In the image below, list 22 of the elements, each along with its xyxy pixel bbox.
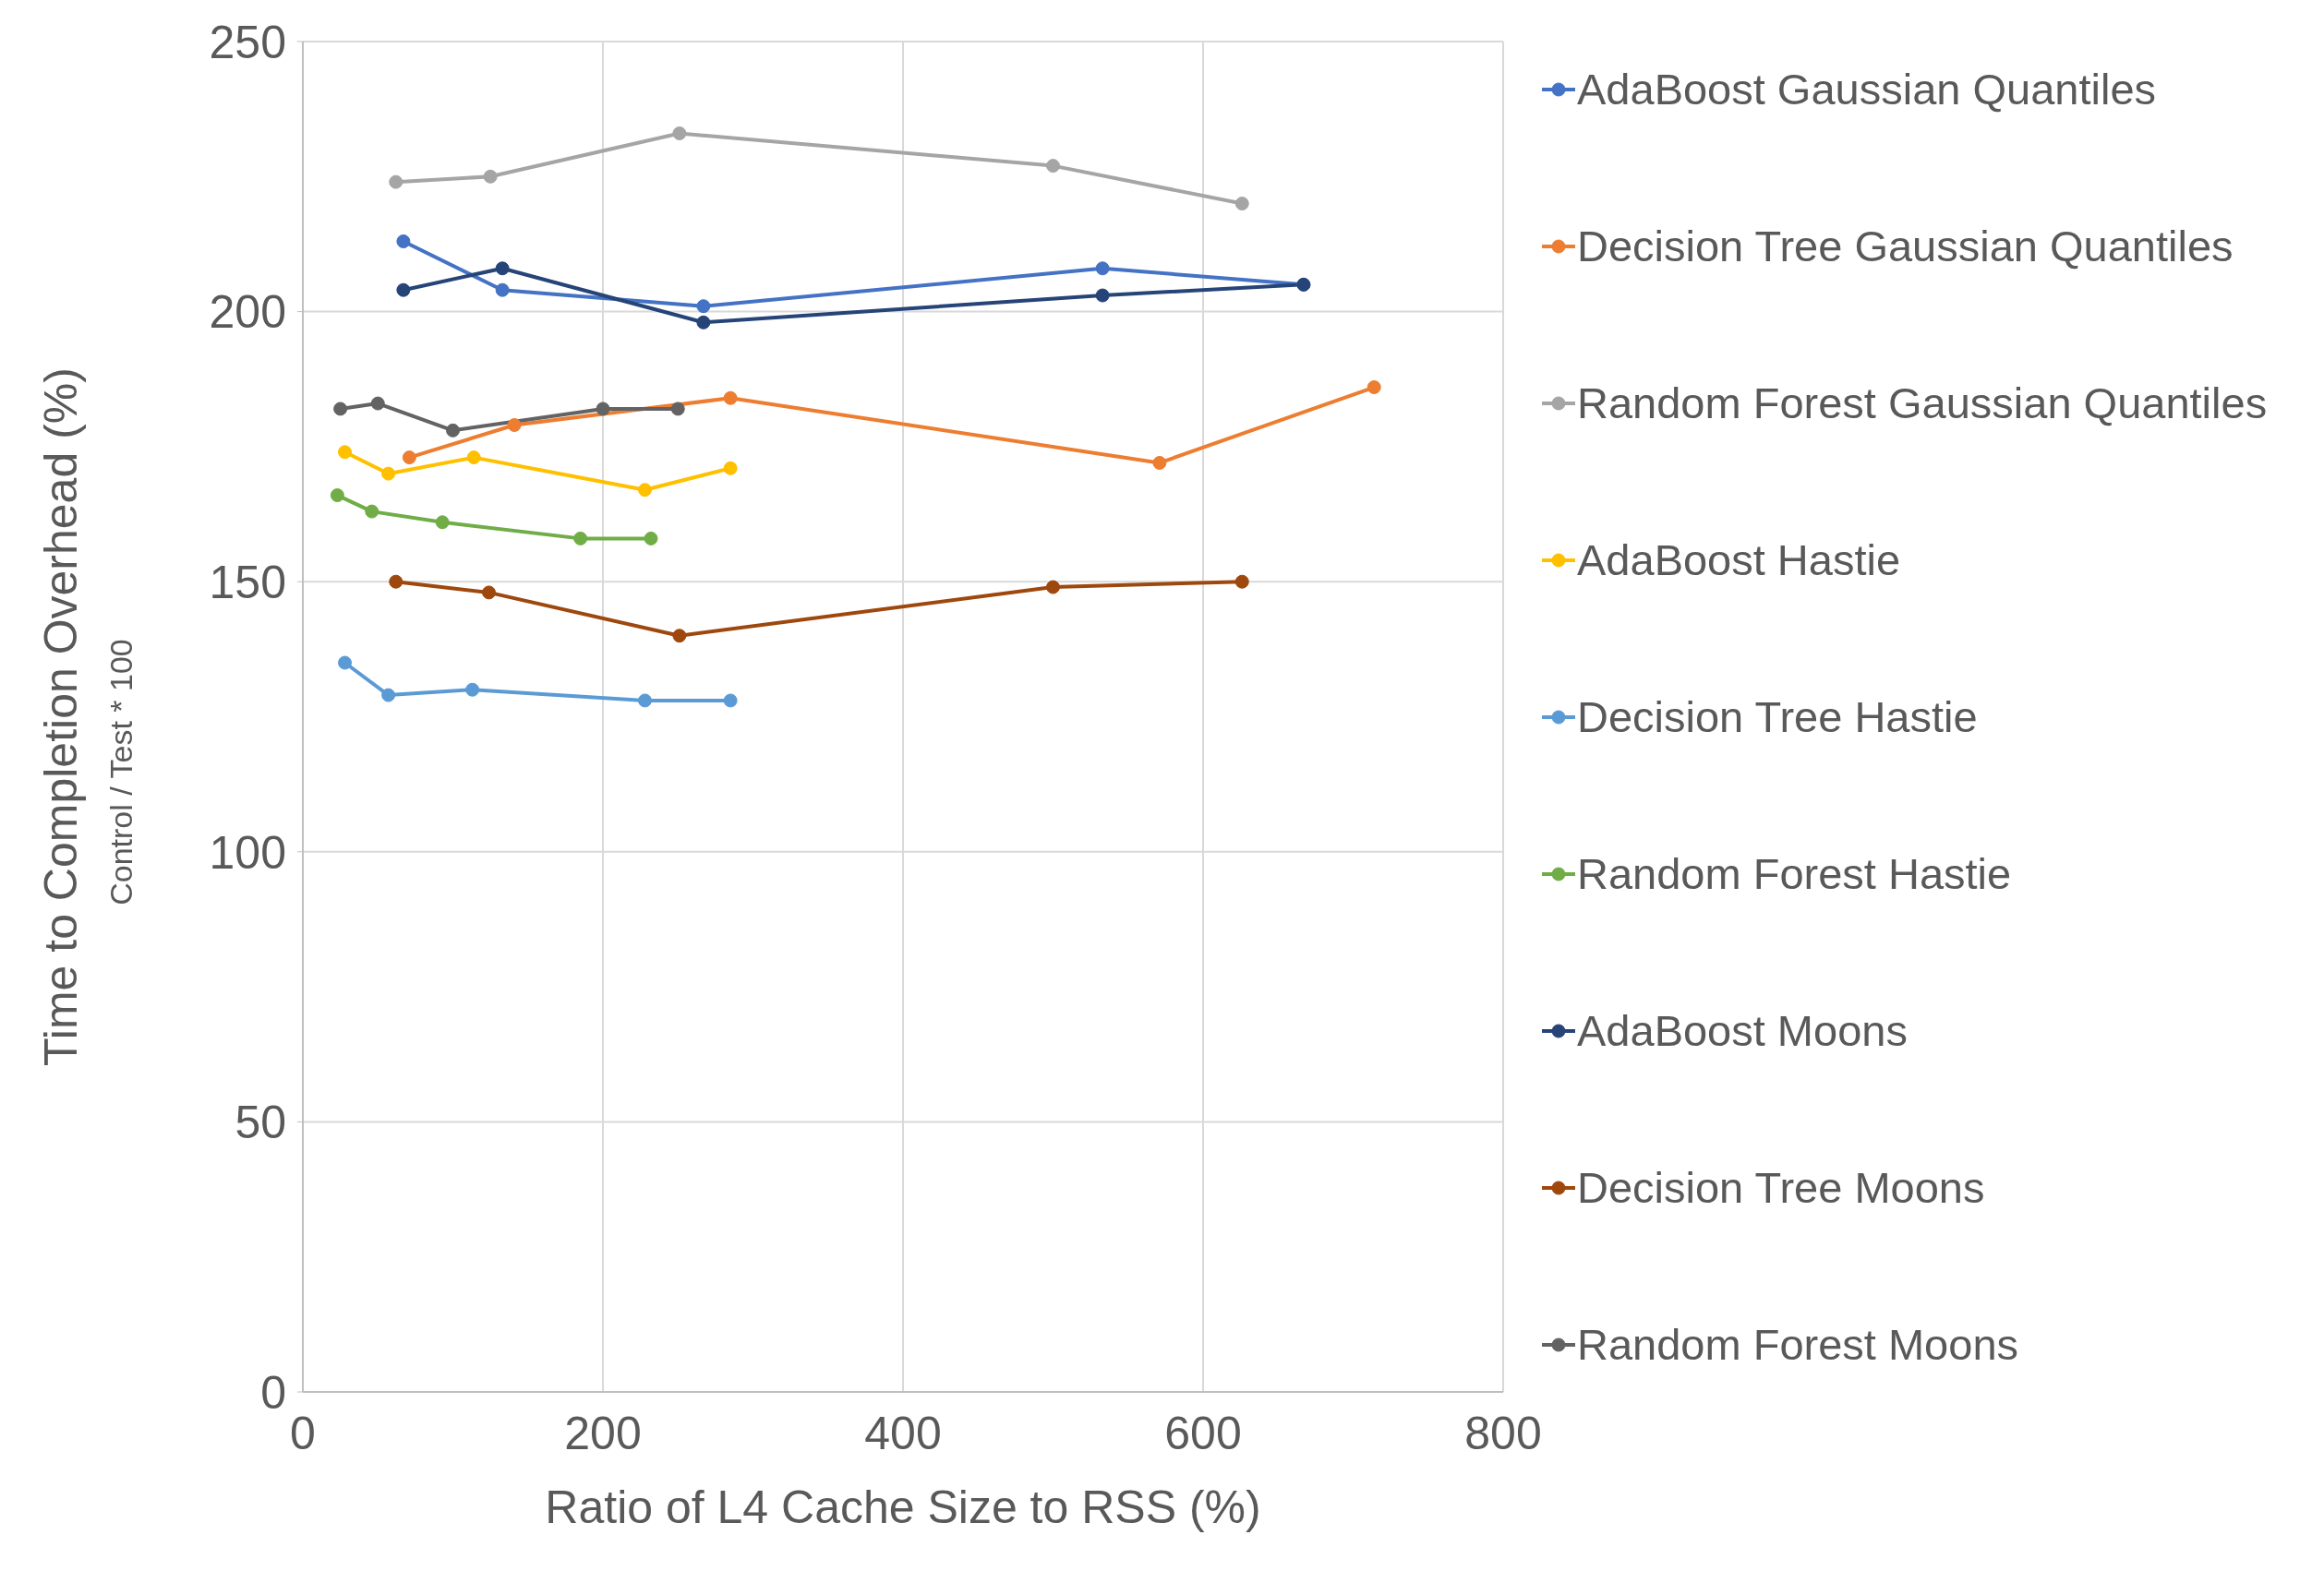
x-tick-label: 600: [1164, 1407, 1242, 1459]
y-tick-label: 200: [209, 286, 286, 339]
x-tick-label: 400: [864, 1407, 942, 1459]
legend-label: AdaBoost Moons: [1577, 1005, 1908, 1055]
y-tick-label: 50: [235, 1097, 286, 1149]
legend-label: Random Forest Moons: [1577, 1319, 2019, 1369]
y-tick-label: 150: [209, 556, 286, 608]
legend-label: Decision Tree Moons: [1577, 1162, 1985, 1212]
legend-label: Random Forest Gaussian Quantiles: [1577, 378, 2268, 427]
x-tick-label: 800: [1464, 1407, 1542, 1459]
legend-label: Decision Tree Hastie: [1577, 691, 1978, 741]
legend-label: Decision Tree Gaussian Quantiles: [1577, 221, 2234, 270]
legend-label: AdaBoost Hastie: [1577, 534, 1901, 584]
legend-label: AdaBoost Gaussian Quantiles: [1577, 64, 2157, 114]
text: Control / Test * 100: [103, 639, 138, 905]
x-tick-label: 200: [564, 1407, 642, 1459]
x-axis-title: Ratio of L4 Cache Size to RSS (%): [545, 1481, 1261, 1533]
y-tick-label: 250: [209, 16, 286, 68]
y-axis-title: Time to Completion Overhead (%): [35, 367, 87, 1066]
y-tick-label: 0: [260, 1366, 286, 1419]
y-tick-label: 100: [209, 826, 286, 879]
legend-label: Random Forest Hastie: [1577, 848, 2012, 898]
